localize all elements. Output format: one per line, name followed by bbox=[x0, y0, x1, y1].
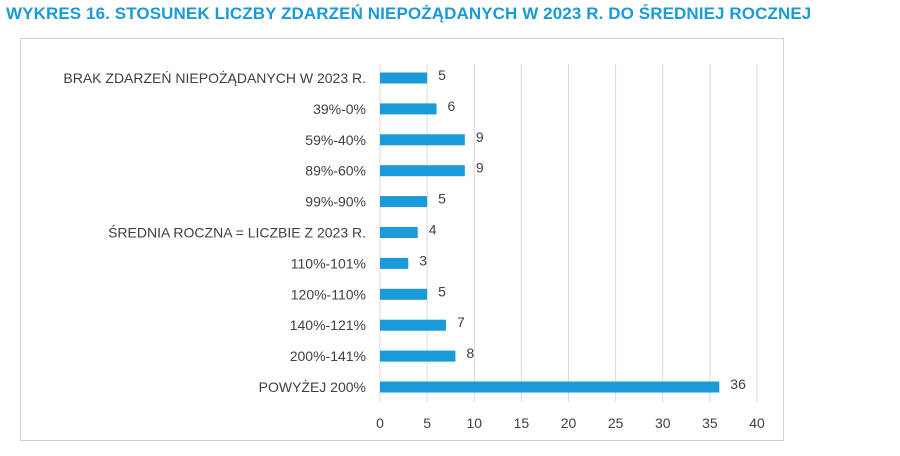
chart-title: WYKRES 16. STOSUNEK LICZBY ZDARZEŃ NIEPO… bbox=[6, 4, 812, 23]
data-label: 7 bbox=[457, 314, 465, 330]
data-label: 5 bbox=[438, 191, 446, 207]
bar bbox=[380, 196, 428, 208]
bar bbox=[380, 257, 409, 269]
category-label: 120%-110% bbox=[291, 286, 366, 302]
category-label: 99%-90% bbox=[305, 194, 366, 210]
bar bbox=[380, 165, 465, 177]
category-label: 89%-60% bbox=[305, 163, 366, 179]
bar bbox=[380, 103, 437, 115]
x-tick-label: 15 bbox=[514, 415, 530, 431]
x-tick-label: 25 bbox=[608, 415, 624, 431]
x-tick-label: 10 bbox=[466, 415, 482, 431]
x-tick-label: 40 bbox=[749, 415, 765, 431]
data-label: 3 bbox=[419, 252, 427, 268]
category-label: 39%-0% bbox=[313, 101, 366, 117]
bar bbox=[380, 72, 428, 84]
x-tick-label: 5 bbox=[423, 415, 431, 431]
chart-frame bbox=[20, 38, 784, 441]
category-label: BRAK ZDARZEŃ NIEPOŻĄDANYCH W 2023 R. bbox=[63, 69, 366, 86]
x-tick-label: 35 bbox=[702, 415, 718, 431]
bar bbox=[380, 350, 456, 362]
x-tick-label: 0 bbox=[376, 415, 384, 431]
category-label: 110%-101% bbox=[291, 255, 366, 271]
bar bbox=[380, 134, 465, 146]
data-label: 5 bbox=[438, 283, 446, 299]
data-label: 9 bbox=[476, 160, 484, 176]
x-tick-label: 30 bbox=[655, 415, 671, 431]
category-label: ŚREDNIA ROCZNA = LICZBIE Z 2023 R. bbox=[108, 224, 366, 241]
category-label: POWYŻEJ 200% bbox=[259, 378, 366, 395]
data-label: 4 bbox=[429, 222, 437, 238]
category-label: 59%-40% bbox=[305, 132, 366, 148]
data-label: 6 bbox=[448, 98, 456, 114]
bar bbox=[380, 227, 418, 238]
category-label: 140%-121% bbox=[290, 317, 366, 333]
bar bbox=[380, 288, 428, 300]
data-label: 8 bbox=[466, 345, 474, 361]
category-label: 200%-141% bbox=[290, 348, 366, 364]
data-label: 5 bbox=[438, 67, 446, 83]
bar bbox=[380, 319, 446, 331]
data-label: 9 bbox=[476, 129, 484, 145]
x-tick-label: 20 bbox=[561, 415, 577, 431]
bar bbox=[380, 381, 720, 393]
data-label: 36 bbox=[730, 376, 746, 392]
